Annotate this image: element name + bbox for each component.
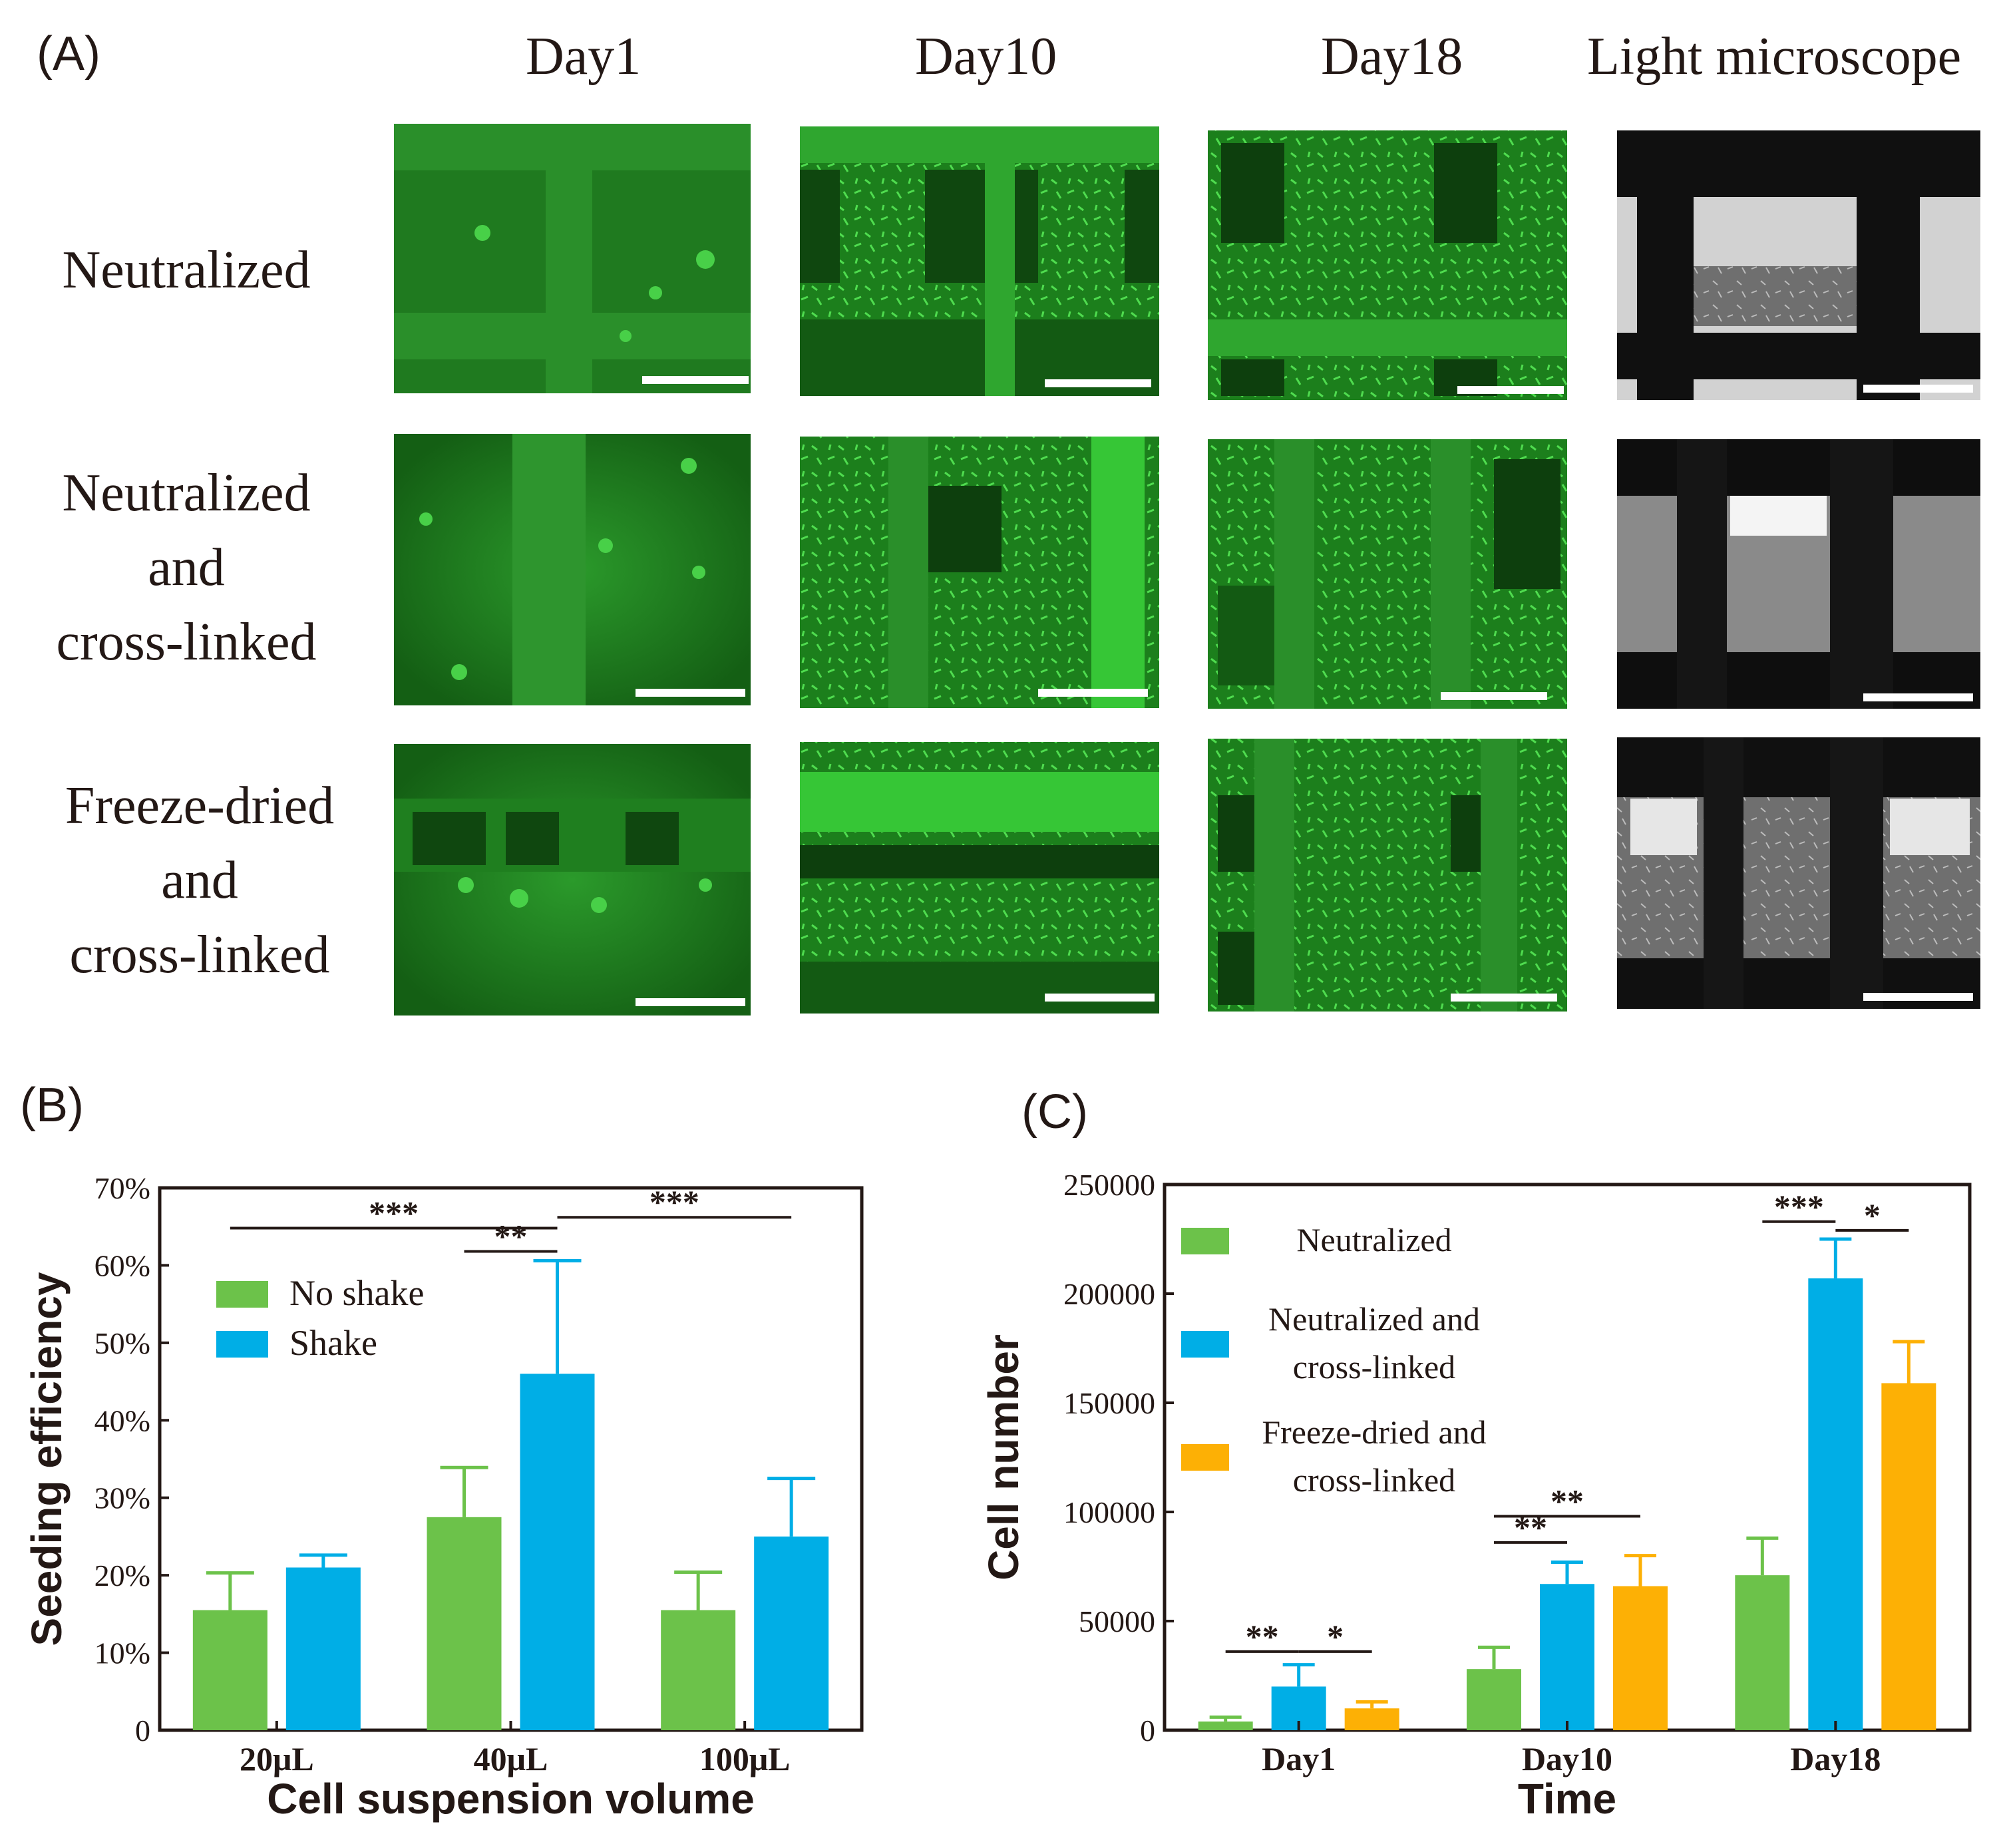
micrograph-r2-day1 [394, 434, 751, 705]
significance-label: *** [1774, 1188, 1824, 1225]
bar-C-s2-c0 [1344, 1708, 1399, 1730]
y-axis-title: Cell number [985, 1334, 1027, 1580]
x-tick-label: Day10 [1522, 1740, 1612, 1777]
legend-swatch [216, 1331, 268, 1358]
micrograph-r1-light [1617, 130, 1980, 400]
x-axis-title: Time [1518, 1775, 1616, 1823]
cell-number-chart: 0 50000 100000 150000 200000 250000 Day1 Day10 D… [985, 1168, 1972, 1823]
legend-swatch [1181, 1228, 1229, 1254]
micrograph-r1-day18 [1208, 130, 1567, 400]
x-tick-label: 100μL [699, 1740, 791, 1777]
panel-c-letter: (C) [1021, 1085, 1088, 1139]
micrograph-r3-day10 [800, 742, 1159, 1014]
legend-label: cross-linked [1293, 1461, 1455, 1499]
legend-swatch [1181, 1444, 1229, 1471]
significance-label: ** [1551, 1483, 1584, 1520]
bar-C-s0-c0 [1198, 1721, 1253, 1730]
row-label-freeze-dried-cross-linked: Freeze-dried and cross-linked [65, 777, 335, 984]
micrograph-r3-day18 [1208, 739, 1567, 1012]
bar-C-s1-c1 [1540, 1584, 1594, 1730]
y-tick-label: 20% [94, 1559, 150, 1592]
micrograph-r2-light [1617, 439, 1980, 709]
micrograph-r1-day10 [800, 126, 1159, 396]
micrograph-r1-day1 [394, 124, 751, 393]
bar-B-s0-c1 [427, 1517, 502, 1730]
micrograph-r3-light [1617, 737, 1980, 1009]
panel-a-letter: (A) [37, 27, 100, 81]
y-tick-label: 250000 [1063, 1168, 1155, 1202]
row-label-neutralized: Neutralized [62, 241, 311, 299]
significance-label: * [1327, 1618, 1344, 1655]
y-tick-label: 100000 [1063, 1495, 1155, 1529]
significance-label: * [1864, 1197, 1881, 1234]
bar-C-s2-c1 [1613, 1586, 1668, 1730]
panel-b-letter: (B) [20, 1079, 84, 1132]
bar-C-s0-c1 [1467, 1669, 1521, 1730]
row-label-neutralized-cross-linked: Neutralized and cross-linked [56, 464, 317, 671]
y-tick-label: 0 [1140, 1714, 1155, 1748]
legend-label: No shake [289, 1273, 424, 1313]
y-tick-label: 200000 [1063, 1277, 1155, 1311]
column-header-day1: Day1 [526, 27, 641, 86]
bar-B-s1-c0 [285, 1567, 361, 1730]
bar-B-s0-c2 [661, 1610, 736, 1730]
bar-B-s1-c1 [520, 1374, 595, 1730]
y-tick-label: 60% [94, 1248, 150, 1282]
legend-swatch [1181, 1331, 1229, 1358]
legend-label: cross-linked [1293, 1348, 1455, 1386]
y-tick-label: 30% [94, 1481, 150, 1515]
legend-label: Neutralized and [1268, 1300, 1480, 1338]
y-tick-label: 40% [94, 1403, 150, 1437]
column-header-day10: Day10 [915, 27, 1057, 86]
bar-B-s1-c2 [754, 1536, 829, 1730]
x-tick-label: 40μL [474, 1740, 548, 1777]
bar-C-s0-c2 [1735, 1575, 1790, 1730]
significance-label: ** [1514, 1509, 1547, 1546]
micrograph-r2-day18 [1208, 439, 1567, 709]
legend-label: Freeze-dried and [1262, 1413, 1486, 1451]
x-tick-label: Day18 [1790, 1740, 1881, 1777]
y-tick-label: 50% [94, 1326, 150, 1360]
x-tick-label: 20μL [240, 1740, 314, 1777]
y-tick-label: 10% [94, 1636, 150, 1670]
column-header-day18: Day18 [1321, 27, 1463, 86]
micrograph-r2-day10 [800, 437, 1159, 708]
y-axis-title: Seeding efficiency [23, 1272, 71, 1646]
y-tick-label: 0 [135, 1714, 150, 1748]
legend-label: Neutralized [1296, 1221, 1451, 1258]
bar-B-s0-c0 [192, 1610, 268, 1730]
bar-C-s2-c2 [1881, 1383, 1936, 1730]
significance-label: *** [649, 1183, 699, 1220]
x-tick-label: Day1 [1262, 1740, 1336, 1777]
legend-label: Shake [289, 1323, 377, 1363]
legend-swatch [216, 1281, 268, 1308]
column-header-light-microscope: Light microscope [1587, 27, 1962, 86]
significance-label: *** [369, 1195, 419, 1232]
micrograph-r3-day1 [394, 744, 751, 1016]
significance-label: ** [494, 1217, 528, 1254]
micrograph-grid [394, 124, 1980, 1016]
y-tick-label: 50000 [1079, 1604, 1155, 1638]
seeding-efficiency-chart: 010%20%30%40%50%60%70%20μL 40μL 100μL*****… [23, 1171, 864, 1823]
bar-C-s1-c2 [1808, 1278, 1863, 1730]
x-axis-title: Cell suspension volume [267, 1775, 755, 1823]
y-tick-label: 150000 [1063, 1386, 1155, 1420]
y-tick-label: 70% [94, 1171, 150, 1205]
significance-label: ** [1246, 1618, 1279, 1655]
